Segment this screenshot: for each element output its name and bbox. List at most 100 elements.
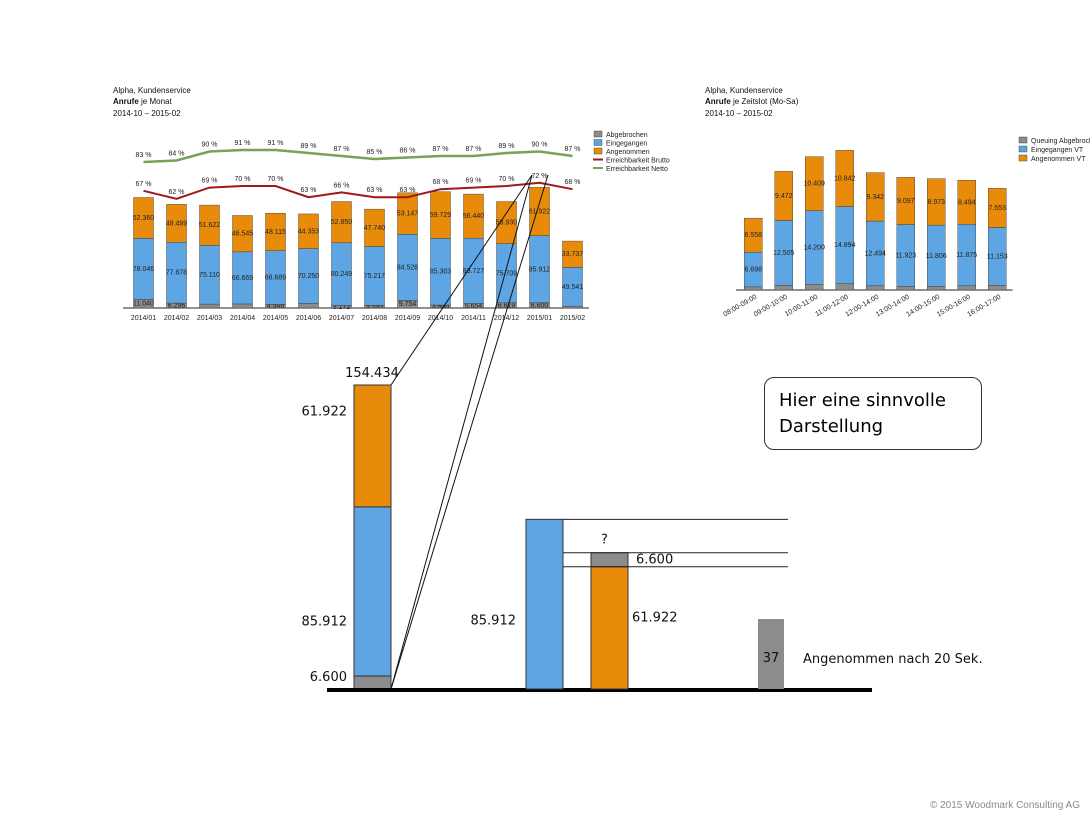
chart2-bar-angenommen-vt [896, 177, 915, 225]
chart1-line-label: 84 % [169, 151, 185, 158]
chart1-line-label: 87 % [565, 146, 581, 153]
chart1-bar-angenommen [562, 240, 583, 268]
chart2-data-label: 6.558 [744, 232, 762, 239]
chart2-data-label: 11.806 [926, 253, 947, 260]
chart1-bar-angenommen [364, 208, 385, 247]
timeslot-chart: 6.698 6.558 08:00-09:00 12.505 9.472 09:00-10… [722, 150, 1013, 319]
chart2-data-label: 8.494 [958, 199, 976, 206]
chart1-data-label: 53.147 [397, 211, 419, 218]
monthly-chart: 11.040 78.046 52.360 2014/01 6.296 77.878 48.4… [123, 140, 589, 322]
legend1-entry: Erreichbarkeit Brutto [606, 158, 670, 165]
legend2-entry: Eingegangen VT [1031, 147, 1084, 154]
chart2-header: Alpha, Kundenservice Anrufe je Zeitslot … [705, 86, 799, 118]
chart1-tick-label: 2014/10 [428, 315, 453, 322]
chart1-bar-abgebrochen [232, 303, 253, 309]
chart1-line-label: 67 % [136, 181, 152, 188]
chart2-bar-angenommen-vt [927, 178, 946, 226]
chart2-bar-angenommen-vt [774, 171, 793, 221]
chart2-bar-queuing-abgebrochen [866, 285, 885, 291]
chart1-title: Alpha, Kundenservice [113, 86, 191, 95]
chart1-data-label: 70.250 [298, 273, 320, 280]
legend1-entry: Erreichbarkeit Netto [606, 166, 668, 173]
zoom-total-label: 154.434 [345, 366, 399, 381]
legend1-entry: Eingegangen [606, 141, 647, 148]
chart1-period: 2014-10 – 2015-02 [113, 109, 181, 118]
chart1-data-label: 66.669 [232, 275, 254, 282]
chart1-tick-label: 2015/02 [560, 315, 585, 322]
split-left-label: 85.912 [471, 614, 517, 629]
chart1-line-label: 86 % [400, 148, 416, 155]
chart1-data-label: 53.930 [496, 220, 518, 227]
legend2-entry: Queuing Abgebrochen [1031, 138, 1090, 145]
chart1-line-label: 87 % [466, 146, 482, 153]
chart1-bar-angenommen [496, 201, 517, 244]
chart1-line-label: 66 % [334, 182, 350, 189]
chart2-tick-label: 13:00-14:00 [875, 294, 911, 319]
chart1-bar-angenommen [232, 215, 253, 253]
chart2-tick-label: 09:00-10:00 [753, 294, 789, 319]
chart1-tick-label: 2014/04 [230, 315, 255, 322]
chart1-tick-label: 2014/02 [164, 315, 189, 322]
chart2-bar-angenommen-vt [805, 156, 824, 211]
chart1-data-label: 6.296 [168, 303, 186, 310]
chart2-bar-angenommen-vt [835, 150, 854, 207]
chart1-data-label: 80.249 [331, 271, 353, 278]
chart1-data-label: 75.217 [364, 273, 386, 280]
chart1-data-label: 68.689 [265, 275, 287, 282]
chart2-bar-queuing-abgebrochen [927, 286, 946, 291]
chart1-data-label: 5.654 [465, 303, 483, 310]
chart1-line-label: 68 % [565, 179, 581, 186]
chart1-header: Alpha, Kundenservice Anrufe je Monat 201… [113, 86, 191, 118]
chart1-line-brutto [143, 181, 573, 200]
chart1-bar-angenommen [133, 197, 154, 239]
chart1-line-label: 69 % [202, 178, 218, 185]
legend1-entry: Abgebrochen [606, 132, 648, 139]
split-orange-label: 61.922 [632, 611, 678, 626]
chart1-bar-angenommen [199, 204, 220, 246]
chart1-data-label: 3.593 [366, 304, 384, 311]
chart1-data-label: 75.110 [199, 272, 220, 279]
chart2-bar-queuing-abgebrochen [774, 285, 793, 291]
chart2-data-label: 10.842 [834, 175, 856, 182]
zoomed-stack: 6.600 85.912 61.922 154.434 [302, 366, 399, 690]
chart1-line-label: 89 % [499, 143, 515, 150]
callout-line-1: Hier eine sinnvolle [779, 390, 946, 411]
chart1-tick-label: 2014/03 [197, 315, 222, 322]
chart1-data-label: 47.740 [364, 225, 386, 232]
chart2-tick-label: 16:00-17:00 [966, 294, 1002, 319]
chart1-line-label: 85 % [367, 149, 383, 156]
chart2-data-label: 9.097 [897, 198, 915, 205]
chart1-data-label: 77.878 [166, 270, 188, 277]
chart1-line-label: 63 % [301, 187, 317, 194]
chart2-bar-queuing-abgebrochen [835, 283, 854, 291]
chart1-data-label: 11.040 [133, 301, 154, 308]
chart1-tick-label: 2014/12 [494, 315, 519, 322]
chart2-data-label: 11.153 [987, 253, 1008, 260]
split-bar-eingegangen [525, 518, 564, 690]
chart2-data-label: 11.923 [895, 252, 916, 259]
chart2-tick-label: 12:00-14:00 [844, 294, 880, 319]
chart1-data-label: 85.912 [529, 266, 551, 273]
chart2-data-label: 8.973 [927, 199, 945, 206]
chart2-tick-label: 15:00-16:00 [936, 294, 972, 319]
chart1-data-label: 52.360 [133, 215, 155, 222]
chart2-data-label: 12.505 [773, 250, 795, 257]
chart1-data-label: 33.737 [562, 251, 584, 258]
chart1-tick-label: 2014/01 [131, 315, 156, 322]
zoom-connector-bottom [390, 174, 533, 690]
split-bar-small [758, 619, 784, 689]
chart1-data-label: 52.850 [331, 219, 353, 226]
chart1-data-label: 6.619 [498, 302, 516, 309]
legend1-swatch [593, 130, 603, 138]
chart1-subtitle: Anrufe je Monat [113, 97, 172, 106]
chart1-bar-abgebrochen [562, 305, 583, 309]
chart1-tick-label: 2014/09 [395, 315, 420, 322]
chart1-line-label: 90 % [532, 142, 548, 149]
legend2-swatch [1018, 145, 1028, 153]
split-bar-angenommen [590, 566, 629, 690]
chart2-data-label: 14.894 [834, 242, 856, 249]
chart1-data-label: 75.709 [496, 270, 518, 277]
callout-box: Hier eine sinnvolle Darstellung [764, 377, 982, 450]
chart1-line-label: 91 % [235, 140, 251, 147]
